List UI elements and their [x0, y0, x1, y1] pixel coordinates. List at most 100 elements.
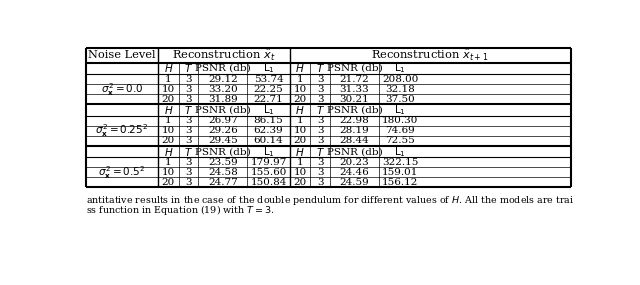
- Text: antitative results in the case of the double pendulum for different values of $H: antitative results in the case of the do…: [86, 194, 575, 207]
- Text: $\sigma_{\mathbf{x}}^2 = 0.0$: $\sigma_{\mathbf{x}}^2 = 0.0$: [101, 81, 143, 98]
- Text: 62.39: 62.39: [253, 126, 284, 135]
- Text: 156.12: 156.12: [382, 178, 419, 187]
- Text: 3: 3: [185, 168, 192, 177]
- Text: 3: 3: [317, 168, 323, 177]
- Text: 159.01: 159.01: [382, 168, 419, 177]
- Text: 86.15: 86.15: [253, 116, 284, 125]
- Text: 3: 3: [185, 85, 192, 94]
- Text: 1: 1: [165, 158, 172, 167]
- Text: $H$: $H$: [295, 62, 305, 74]
- Text: 22.71: 22.71: [253, 95, 284, 104]
- Text: 26.97: 26.97: [208, 116, 237, 125]
- Text: $T$: $T$: [184, 62, 193, 74]
- Text: 1: 1: [165, 75, 172, 84]
- Text: 10: 10: [162, 85, 175, 94]
- Text: $H$: $H$: [164, 104, 173, 116]
- Text: $\mathrm{L}_1$: $\mathrm{L}_1$: [262, 103, 275, 117]
- Text: $H$: $H$: [164, 146, 173, 158]
- Text: 21.72: 21.72: [340, 75, 369, 84]
- Text: Reconstruction $\hat{x}_t$: Reconstruction $\hat{x}_t$: [172, 47, 276, 64]
- Text: 24.58: 24.58: [208, 168, 237, 177]
- Text: 20: 20: [162, 136, 175, 145]
- Text: 30.21: 30.21: [340, 95, 369, 104]
- Text: 3: 3: [317, 95, 323, 104]
- Text: 72.55: 72.55: [385, 136, 415, 145]
- Text: 208.00: 208.00: [382, 75, 419, 84]
- Text: $\mathrm{L}_1$: $\mathrm{L}_1$: [262, 62, 275, 75]
- Text: 3: 3: [185, 116, 192, 125]
- Text: 3: 3: [317, 158, 323, 167]
- Text: $\mathrm{L}_1$: $\mathrm{L}_1$: [394, 103, 406, 117]
- Text: 20: 20: [293, 178, 307, 187]
- Text: $\mathrm{L}_1$: $\mathrm{L}_1$: [394, 62, 406, 75]
- Text: 1: 1: [297, 116, 303, 125]
- Text: 20: 20: [162, 178, 175, 187]
- Text: 28.44: 28.44: [340, 136, 369, 145]
- Text: 10: 10: [293, 168, 307, 177]
- Text: PSNR (db): PSNR (db): [195, 147, 251, 156]
- Text: 29.12: 29.12: [208, 75, 237, 84]
- Text: 22.98: 22.98: [340, 116, 369, 125]
- Text: 10: 10: [293, 126, 307, 135]
- Text: 3: 3: [317, 85, 323, 94]
- Text: Reconstruction $\hat{x}_{t+1}$: Reconstruction $\hat{x}_{t+1}$: [371, 47, 489, 64]
- Text: 3: 3: [317, 126, 323, 135]
- Text: $\sigma_{\mathbf{x}}^2 = 0.25^2$: $\sigma_{\mathbf{x}}^2 = 0.25^2$: [95, 123, 148, 139]
- Text: $T$: $T$: [316, 104, 324, 116]
- Text: 10: 10: [162, 126, 175, 135]
- Text: 31.33: 31.33: [340, 85, 369, 94]
- Text: 3: 3: [317, 116, 323, 125]
- Text: 53.74: 53.74: [253, 75, 284, 84]
- Text: 29.26: 29.26: [208, 126, 237, 135]
- Text: 180.30: 180.30: [382, 116, 419, 125]
- Text: 322.15: 322.15: [382, 158, 419, 167]
- Text: 28.19: 28.19: [340, 126, 369, 135]
- Text: 3: 3: [317, 136, 323, 145]
- Text: $H$: $H$: [295, 104, 305, 116]
- Text: 60.14: 60.14: [253, 136, 284, 145]
- Text: $T$: $T$: [316, 146, 324, 158]
- Text: PSNR (db): PSNR (db): [326, 105, 383, 115]
- Text: 3: 3: [185, 158, 192, 167]
- Text: $T$: $T$: [184, 104, 193, 116]
- Text: 155.60: 155.60: [250, 168, 287, 177]
- Text: $\mathrm{L}_1$: $\mathrm{L}_1$: [262, 145, 275, 158]
- Text: 29.45: 29.45: [208, 136, 237, 145]
- Text: 24.59: 24.59: [340, 178, 369, 187]
- Text: 10: 10: [293, 85, 307, 94]
- Text: PSNR (db): PSNR (db): [195, 105, 251, 115]
- Text: 3: 3: [317, 75, 323, 84]
- Text: $T$: $T$: [184, 146, 193, 158]
- Text: 33.20: 33.20: [208, 85, 237, 94]
- Text: 23.59: 23.59: [208, 158, 237, 167]
- Text: PSNR (db): PSNR (db): [195, 64, 251, 73]
- Text: PSNR (db): PSNR (db): [326, 64, 383, 73]
- Text: 3: 3: [185, 95, 192, 104]
- Text: 1: 1: [165, 116, 172, 125]
- Text: Noise Level: Noise Level: [88, 50, 156, 60]
- Text: 31.89: 31.89: [208, 95, 237, 104]
- Text: 24.77: 24.77: [208, 178, 237, 187]
- Text: $\mathrm{L}_1$: $\mathrm{L}_1$: [394, 145, 406, 158]
- Text: ss function in Equation (19) with $T = 3$.: ss function in Equation (19) with $T = 3…: [86, 203, 275, 217]
- Text: 20.23: 20.23: [340, 158, 369, 167]
- Text: 3: 3: [185, 126, 192, 135]
- Text: 32.18: 32.18: [385, 85, 415, 94]
- Text: 10: 10: [162, 168, 175, 177]
- Text: 3: 3: [185, 136, 192, 145]
- Text: 20: 20: [293, 136, 307, 145]
- Text: $H$: $H$: [295, 146, 305, 158]
- Text: 3: 3: [317, 178, 323, 187]
- Text: 74.69: 74.69: [385, 126, 415, 135]
- Text: 22.25: 22.25: [253, 85, 284, 94]
- Text: $H$: $H$: [164, 62, 173, 74]
- Text: $T$: $T$: [316, 62, 324, 74]
- Text: $\sigma_{\mathbf{x}}^2 = 0.5^2$: $\sigma_{\mathbf{x}}^2 = 0.5^2$: [99, 164, 146, 181]
- Text: 179.97: 179.97: [250, 158, 287, 167]
- Text: 24.46: 24.46: [340, 168, 369, 177]
- Text: 150.84: 150.84: [250, 178, 287, 187]
- Text: PSNR (db): PSNR (db): [326, 147, 383, 156]
- Text: 1: 1: [297, 75, 303, 84]
- Text: 3: 3: [185, 75, 192, 84]
- Text: 1: 1: [297, 158, 303, 167]
